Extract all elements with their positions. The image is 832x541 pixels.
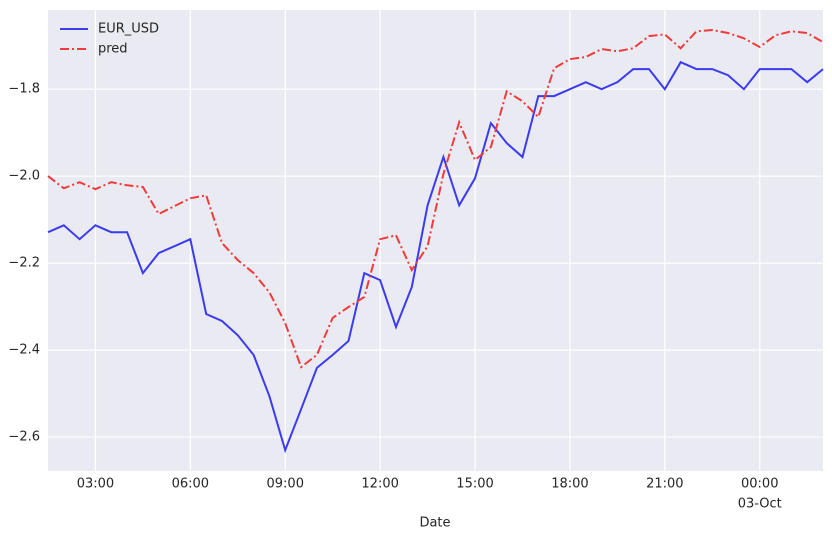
x-axis-label: Date: [419, 516, 450, 531]
series-line: [47, 28, 824, 369]
x-tick-label: 21:00: [646, 477, 683, 492]
x-tick-label: 15:00: [456, 477, 493, 492]
x-tick-label: 09:00: [267, 477, 304, 492]
x-tick-label: 00:00: [741, 477, 778, 492]
legend-label: EUR_USD: [98, 22, 159, 37]
y-tick-label: −1.8: [8, 82, 40, 97]
y-tick-label: −2.6: [8, 430, 40, 445]
y-tick-label: −2.2: [8, 256, 40, 271]
x-tick-date-label: 03-Oct: [738, 497, 782, 512]
x-tick-label: 12:00: [361, 477, 398, 492]
y-tick-label: −2.4: [8, 343, 40, 358]
legend-label: pred: [98, 42, 128, 57]
x-tick-label: 06:00: [172, 477, 209, 492]
plot-background: [48, 10, 823, 471]
x-tick-label: 03:00: [77, 477, 114, 492]
x-tick-label: 18:00: [551, 477, 588, 492]
y-tick-label: −2.0: [8, 169, 40, 184]
series-line: [47, 60, 824, 454]
